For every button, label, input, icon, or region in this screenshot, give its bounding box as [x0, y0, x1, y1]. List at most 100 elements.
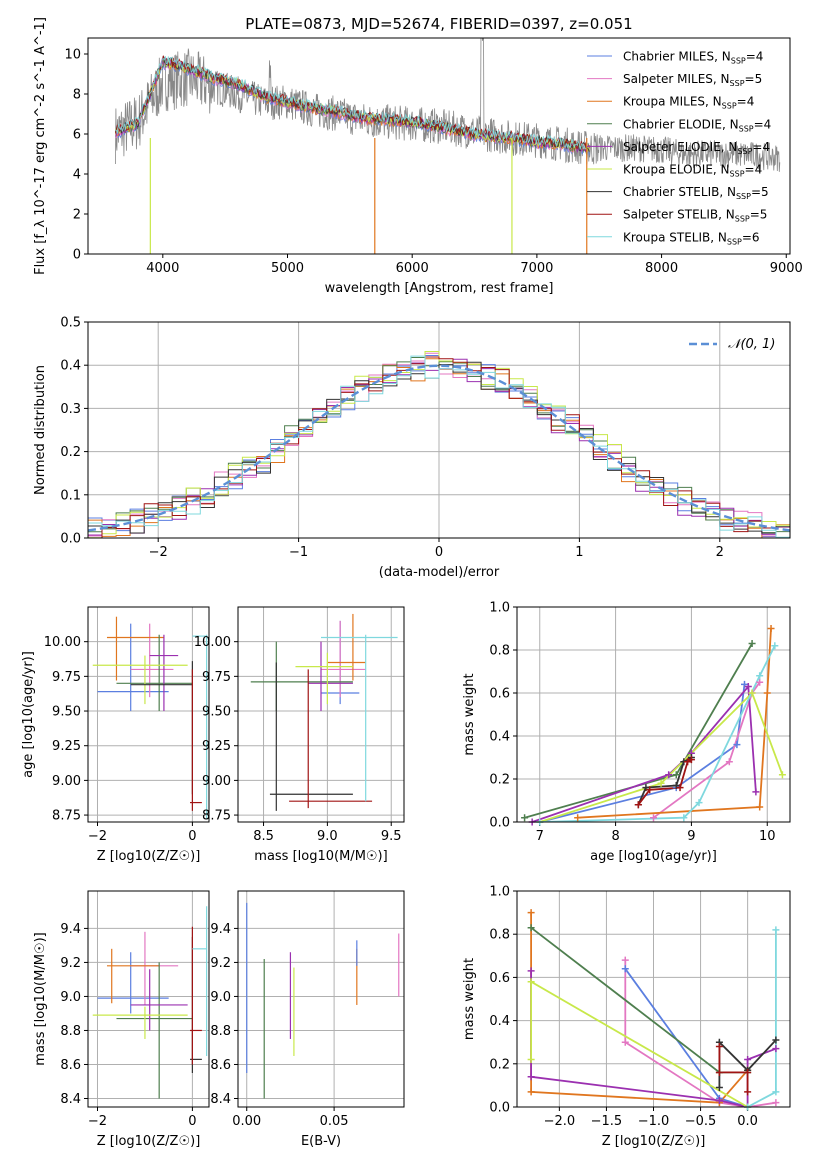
x-tick-label: 0.0: [737, 1114, 758, 1129]
y-tick-label: 8.6: [60, 1058, 81, 1073]
x-tick-label: 2: [716, 545, 724, 560]
y-tick-label: 0.2: [489, 1057, 510, 1072]
axes-frame: [87, 37, 791, 255]
x-tick-label: 7: [536, 829, 544, 844]
axes-frame: [87, 321, 791, 539]
x-tick-label: −1.5: [591, 1114, 623, 1129]
weight-marker: [772, 1036, 780, 1044]
weight-marker: [665, 771, 673, 779]
axes-frame: [237, 606, 405, 823]
x-tick-label: 0.05: [320, 1114, 349, 1129]
y-tick-label: 10: [64, 48, 81, 63]
weight-line: [539, 684, 746, 822]
ebv_mass-panel: 0.00 0.05 8.4 8.6 8.8 9.0 9.2 9.4 E(B-V): [210, 890, 405, 1149]
weight-marker: [772, 1099, 780, 1107]
z_age-plot-area: [92, 616, 208, 820]
weight-marker: [634, 801, 642, 809]
legend-label: Chabrier STELIB, NSSP=5: [623, 185, 769, 201]
weight-marker: [687, 756, 695, 764]
y-tick-label: 8.75: [202, 809, 231, 824]
y-tick-label: 9.2: [60, 956, 81, 971]
y-tick-label: 0.8: [489, 928, 510, 943]
legend-subscript: SSP: [736, 192, 751, 201]
x-axis-label: wavelength [Angstrom, rest frame]: [325, 281, 554, 296]
y-axis-label: mass weight: [462, 958, 477, 1040]
weight-line: [624, 968, 748, 1107]
weight-marker: [763, 689, 771, 697]
weight-marker: [756, 678, 764, 686]
weight-marker: [657, 779, 665, 787]
y-tick-label: 6: [73, 128, 81, 143]
weight-marker: [680, 814, 688, 822]
x-tick-label: −2: [88, 1114, 107, 1129]
figure-title: PLATE=0873, MJD=52674, FIBERID=0397, z=0…: [245, 15, 632, 33]
legend-label: Chabrier MILES, NSSP=4: [623, 50, 763, 66]
weight-marker: [772, 1045, 780, 1053]
y-tick-label: 9.00: [52, 774, 81, 789]
y-tick-label: 0.0: [489, 816, 510, 831]
x-tick-label: 0: [188, 1114, 196, 1129]
x-tick-label: 4000: [146, 261, 179, 276]
y-tick-label: 0.6: [489, 687, 510, 702]
weight-marker: [748, 689, 756, 697]
legend-count: =5: [750, 208, 768, 222]
x-tick-label: −2: [149, 545, 168, 560]
legend-count: =6: [742, 230, 760, 244]
y-tick-label: 10.00: [44, 635, 81, 650]
x-tick-label: 5000: [271, 261, 304, 276]
axes-frame: [237, 890, 405, 1108]
weight-line: [539, 645, 776, 822]
weight-line: [524, 643, 753, 819]
weight-marker: [715, 1097, 723, 1105]
weight-marker: [646, 786, 654, 794]
legend-subscript: SSP: [731, 57, 746, 66]
y-tick-label: 9.50: [52, 705, 81, 720]
weight-line: [718, 1046, 749, 1092]
x-tick-label: 9.0: [317, 829, 338, 844]
legend-subscript: SSP: [737, 147, 752, 156]
legend-subscript: SSP: [730, 79, 745, 88]
weight-marker: [527, 1088, 535, 1096]
y-tick-label: 9.4: [210, 922, 231, 937]
x-tick-label: 8000: [645, 261, 678, 276]
y-tick-label: 1.0: [489, 885, 510, 900]
x-tick-label: 9: [687, 829, 695, 844]
weight-marker: [748, 640, 756, 648]
model-spectrum-line: [115, 60, 590, 154]
legend-subscript: SSP: [735, 215, 750, 224]
y-tick-label: 0.2: [489, 773, 510, 788]
x-tick-label: 7000: [520, 261, 553, 276]
y-tick-label: 2: [73, 208, 81, 223]
weight-marker: [527, 1055, 535, 1063]
y-tick-label: 0.3: [60, 402, 81, 417]
legend-label: Kroupa ELODIE, NSSP=4: [623, 163, 762, 179]
x-axis-label: mass [log10(M/M☉)]: [254, 849, 387, 864]
weight-marker: [695, 799, 703, 807]
y-tick-label: 9.4: [60, 922, 81, 937]
y-axis-label: Normed distribution: [33, 365, 48, 495]
weight-marker: [672, 771, 680, 779]
x-axis-label: Z [log10(Z/Z☉)]: [97, 1134, 201, 1149]
weight-marker: [621, 956, 629, 964]
ebv_mass-plot-area: [246, 902, 400, 1099]
y-tick-label: 0.5: [60, 316, 81, 331]
weight-marker: [672, 781, 680, 789]
z_mass-panel: −2 0 8.4 8.6 8.8 9.0 9.2 9.4 Z [log10(Z/Z☉)] mass…: [33, 890, 210, 1149]
x-axis-label: Z [log10(Z/Z☉)]: [602, 1134, 706, 1149]
y-tick-label: 0: [73, 248, 81, 263]
weight-line: [539, 691, 784, 822]
axes-frame: [516, 606, 791, 823]
weight-marker: [744, 1068, 752, 1076]
weight-marker: [725, 758, 733, 766]
axes-frame: [87, 606, 210, 823]
weight-marker: [733, 741, 741, 749]
weight-marker: [527, 978, 535, 986]
y-tick-label: 8.6: [210, 1058, 231, 1073]
x-tick-label: −2.0: [544, 1114, 576, 1129]
legend-label: Salpeter MILES, NSSP=5: [623, 72, 762, 88]
weight-marker: [527, 967, 535, 975]
x-tick-label: −1.0: [638, 1114, 670, 1129]
weight-line: [747, 929, 777, 1107]
weight-line: [530, 912, 749, 1104]
weight-marker: [772, 926, 780, 934]
